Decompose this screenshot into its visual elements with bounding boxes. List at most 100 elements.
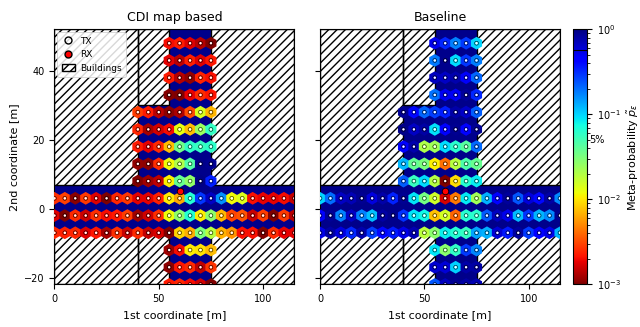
Point <box>49 230 60 235</box>
Point <box>451 179 461 184</box>
Point <box>175 144 185 149</box>
Point <box>154 230 164 235</box>
Point <box>325 213 335 218</box>
Point <box>440 161 451 166</box>
Point <box>175 282 185 287</box>
Point <box>472 75 482 80</box>
Point <box>164 58 174 63</box>
Point <box>185 282 195 287</box>
Point <box>195 127 205 132</box>
Point <box>206 196 216 201</box>
Point <box>419 179 429 184</box>
Point <box>185 196 195 201</box>
Point <box>451 230 461 235</box>
Point <box>502 230 513 235</box>
Point <box>513 196 524 201</box>
Point <box>429 127 440 132</box>
Point <box>419 213 429 218</box>
Point <box>429 127 440 132</box>
Point <box>409 110 419 115</box>
Point <box>440 179 451 184</box>
Point <box>429 248 440 253</box>
Point <box>461 248 471 253</box>
Point <box>185 41 195 46</box>
Point <box>398 144 408 149</box>
Point <box>440 230 451 235</box>
Point <box>49 196 60 201</box>
Point <box>451 282 461 287</box>
Point <box>398 161 408 166</box>
Point <box>419 144 429 149</box>
Point <box>429 41 440 46</box>
Point <box>367 196 378 201</box>
Point <box>398 144 408 149</box>
Title: CDI map based: CDI map based <box>127 11 222 24</box>
Point <box>472 161 482 166</box>
Point <box>258 196 268 201</box>
Point <box>49 213 60 218</box>
Point <box>502 213 513 218</box>
Point <box>143 179 154 184</box>
Point <box>237 230 247 235</box>
Point <box>164 75 174 80</box>
Point <box>206 248 216 253</box>
Point <box>440 196 451 201</box>
Point <box>513 213 524 218</box>
Point <box>336 213 346 218</box>
Point <box>143 161 154 166</box>
Point <box>398 230 408 235</box>
Point <box>461 179 471 184</box>
Point <box>102 213 112 218</box>
Point <box>185 127 195 132</box>
Point <box>461 282 471 287</box>
Point <box>429 161 440 166</box>
Point <box>132 196 143 201</box>
Point <box>175 282 185 287</box>
Point <box>492 196 502 201</box>
Point <box>429 196 440 201</box>
Point <box>409 230 419 235</box>
Point <box>325 230 335 235</box>
Point <box>268 213 278 218</box>
Point <box>91 213 101 218</box>
Point <box>440 110 451 115</box>
Point <box>461 213 471 218</box>
Point <box>429 282 440 287</box>
Point <box>164 92 174 97</box>
Point <box>315 213 325 218</box>
Point <box>472 75 482 80</box>
Point <box>461 58 471 63</box>
Point <box>185 179 195 184</box>
Point <box>409 179 419 184</box>
Point <box>461 282 471 287</box>
Point <box>429 75 440 80</box>
Point <box>70 213 81 218</box>
Point <box>461 213 471 218</box>
Point <box>185 127 195 132</box>
Point <box>81 230 91 235</box>
Point <box>175 230 185 235</box>
Point <box>102 213 112 218</box>
Point <box>258 213 268 218</box>
Point <box>206 127 216 132</box>
Point <box>409 230 419 235</box>
Point <box>60 196 70 201</box>
Point <box>502 230 513 235</box>
Point <box>175 161 185 166</box>
Point <box>555 213 565 218</box>
Point <box>555 230 565 235</box>
Point <box>440 92 451 97</box>
Point <box>461 196 471 201</box>
Point <box>429 161 440 166</box>
Point <box>289 213 300 218</box>
Point <box>472 127 482 132</box>
Point <box>325 213 335 218</box>
Point <box>388 230 398 235</box>
Point <box>206 110 216 115</box>
Point <box>154 161 164 166</box>
Point <box>195 75 205 80</box>
Point <box>482 213 492 218</box>
Point <box>482 230 492 235</box>
Point <box>451 213 461 218</box>
Point <box>195 75 205 80</box>
